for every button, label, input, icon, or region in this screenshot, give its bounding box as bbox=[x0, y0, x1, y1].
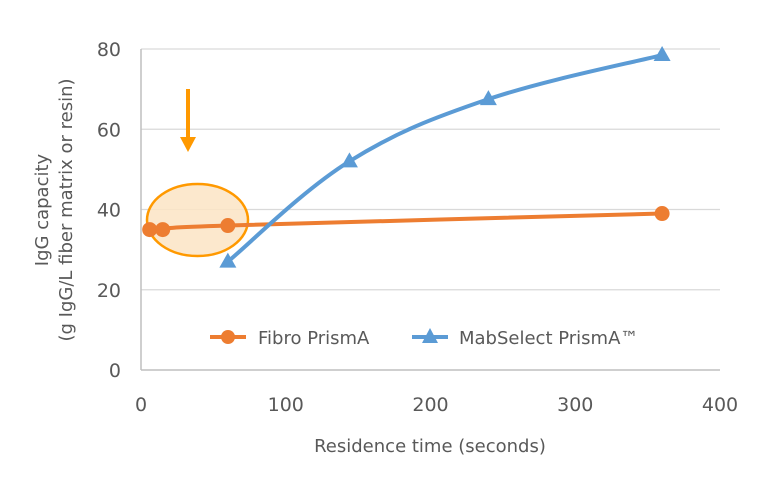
data-point-circle-icon bbox=[220, 218, 236, 234]
x-tick-labels: 0 100 200 300 400 bbox=[135, 394, 738, 416]
x-tick-label: 100 bbox=[268, 394, 304, 416]
y-tick-label: 0 bbox=[109, 360, 121, 382]
data-point-triangle-icon bbox=[479, 90, 497, 106]
y-axis-title-line1: IgG capacity bbox=[32, 153, 53, 266]
axes bbox=[140, 49, 720, 371]
legend-item-mabselect: MabSelect PrismA™ bbox=[412, 328, 638, 349]
x-tick-label: 0 bbox=[135, 394, 147, 416]
legend-label-fibro: Fibro PrismA bbox=[258, 328, 370, 349]
y-tick-label: 60 bbox=[97, 119, 121, 141]
data-point-circle-icon bbox=[654, 206, 670, 222]
data-point-triangle-icon bbox=[653, 46, 671, 62]
y-tick-label: 20 bbox=[97, 280, 121, 302]
y-axis-title-line2: (g IgG/L fiber matrix or resin) bbox=[56, 78, 77, 341]
x-tick-label: 300 bbox=[557, 394, 593, 416]
legend-item-fibro: Fibro PrismA bbox=[210, 328, 370, 349]
series-line bbox=[225, 53, 665, 264]
data-point-triangle-icon bbox=[340, 152, 358, 168]
data-point-circle-icon bbox=[155, 222, 171, 238]
series-mabselect-prisma bbox=[219, 46, 671, 268]
circle-marker-icon bbox=[221, 330, 235, 344]
data-point-triangle-icon bbox=[219, 252, 237, 268]
legend-label-mabselect: MabSelect PrismA™ bbox=[459, 328, 638, 349]
y-tick-label: 40 bbox=[97, 200, 121, 222]
legend: Fibro PrismA MabSelect PrismA™ bbox=[210, 328, 638, 349]
y-tick-labels: 0 20 40 60 80 bbox=[97, 39, 121, 382]
x-tick-label: 400 bbox=[702, 394, 738, 416]
x-tick-label: 200 bbox=[412, 394, 448, 416]
series-fibro-prisma bbox=[142, 206, 670, 238]
highlight-ellipse bbox=[145, 182, 250, 258]
data-series bbox=[142, 46, 671, 268]
data-point-circle-icon bbox=[142, 222, 158, 238]
triangle-marker-icon bbox=[422, 328, 438, 343]
x-axis-title: Residence time (seconds) bbox=[314, 436, 546, 457]
down-arrow-icon bbox=[180, 89, 196, 152]
y-tick-label: 80 bbox=[97, 39, 121, 61]
